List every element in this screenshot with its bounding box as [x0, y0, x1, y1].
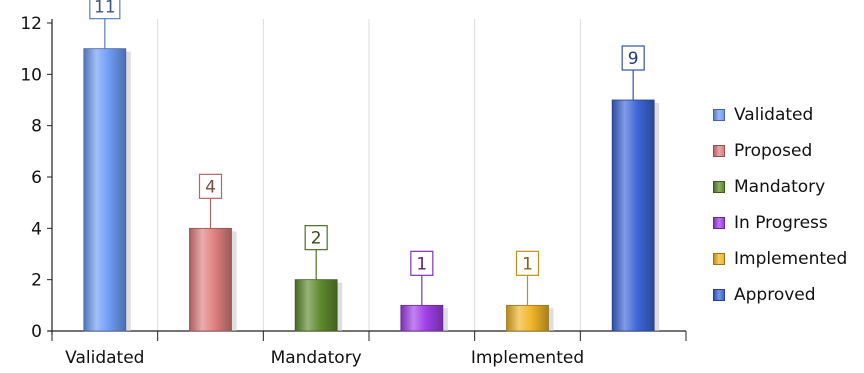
legend-label: In Progress [734, 213, 828, 233]
data-label-box [89, 0, 121, 20]
data-label: 1 [522, 254, 533, 274]
bars [83, 48, 660, 332]
x-tick-label: Validated [65, 348, 144, 368]
legend-label: Implemented [734, 249, 848, 269]
legend-label: Proposed [734, 141, 813, 161]
y-tick-label: 12 [20, 14, 42, 34]
bar-implemented [506, 304, 549, 332]
data-label: 9 [628, 49, 639, 69]
y-tick-label: 4 [31, 219, 42, 239]
grid [157, 19, 581, 331]
data-label: 1 [416, 254, 427, 274]
x-tick-label: Implemented [471, 348, 584, 368]
bar-proposed [189, 227, 232, 332]
legend-label: Validated [734, 105, 814, 125]
bar-in-progress [400, 304, 444, 332]
legend-label: Approved [734, 285, 816, 305]
legend-swatch [713, 289, 725, 301]
legend-item: In Progress [713, 205, 847, 241]
legend-swatch [713, 253, 725, 265]
bar-validated [83, 48, 127, 332]
data-label-box [621, 45, 645, 71]
data-label-box [410, 250, 434, 276]
bar-approved [611, 99, 655, 332]
legend-swatch [713, 181, 725, 193]
legend: Validated Proposed Mandatory In Progress Imp… [713, 97, 847, 313]
legend-item: Approved [713, 277, 847, 313]
data-label: 2 [311, 229, 322, 249]
legend-swatch [713, 217, 725, 229]
legend-item: Mandatory [713, 169, 847, 205]
y-tick-label: 6 [31, 168, 42, 188]
legend-item: Validated [713, 97, 847, 133]
legend-swatch [713, 109, 725, 121]
data-label-box [198, 173, 223, 199]
y-tick-label: 8 [31, 117, 42, 137]
y-tick-label: 2 [31, 271, 42, 291]
y-tick-label: 0 [31, 322, 42, 342]
legend-item: Implemented [713, 241, 847, 277]
data-label: 11 [94, 0, 116, 18]
data-label: 4 [205, 177, 216, 197]
data-label-box [304, 225, 328, 251]
data-label-box [515, 250, 540, 276]
legend-item: Proposed [713, 133, 847, 169]
legend-swatch [713, 145, 725, 157]
bar-mandatory [294, 279, 338, 332]
legend-label: Mandatory [734, 177, 826, 197]
y-tick-label: 10 [20, 65, 42, 85]
x-tick-label: Mandatory [271, 348, 362, 368]
